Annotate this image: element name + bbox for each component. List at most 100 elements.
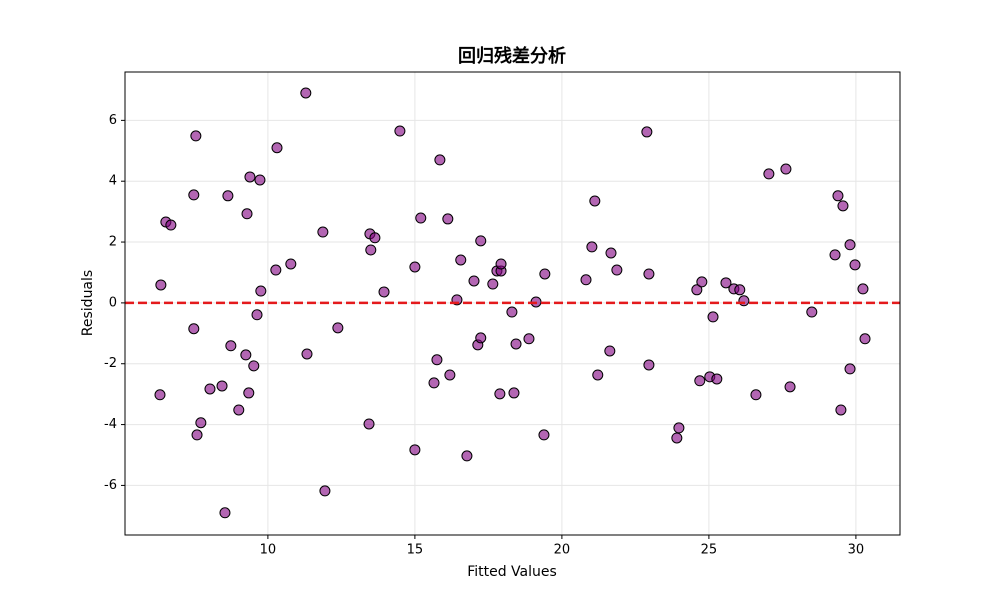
point [254,174,266,186]
point [506,306,518,318]
x-tick-label: 30 [848,543,865,558]
point [319,485,331,497]
point [455,254,467,266]
point [829,249,841,261]
y-tick-label: -6 [104,478,117,493]
point [673,422,685,434]
point [154,389,166,401]
y-tick-label: 4 [109,174,117,189]
point [539,268,551,280]
y-tick-label: 0 [109,295,117,310]
point [300,87,312,99]
y-axis-label: Residuals [80,270,96,336]
point [784,381,796,393]
point [611,264,623,276]
point [195,417,207,429]
point [711,373,723,385]
point [696,276,708,288]
point [301,348,313,360]
point [155,279,167,291]
point [188,323,200,335]
point [844,363,856,375]
point [219,507,231,519]
point [317,226,329,238]
point [720,277,732,289]
point [671,432,683,444]
point [538,429,550,441]
x-tick-label: 15 [407,543,424,558]
y-tick-label: 6 [109,113,117,128]
point [415,212,427,224]
point [271,142,283,154]
y-tick-label: 2 [109,235,117,250]
point [190,130,202,142]
point [495,258,507,270]
point [523,333,535,345]
point [233,404,245,416]
point [409,261,421,273]
point [222,190,234,202]
y-tick-label: -4 [104,417,117,432]
point [475,235,487,247]
chart-title: 回归残差分析 [458,45,566,67]
point [643,268,655,280]
point [165,219,177,231]
point [394,125,406,137]
point [255,285,267,297]
point [332,322,344,334]
point [434,154,446,166]
point [849,259,861,271]
point [780,163,792,175]
point [444,369,456,381]
point [750,389,762,401]
point [589,195,601,207]
point [363,418,375,430]
point [806,306,818,318]
point [204,383,216,395]
point [643,359,655,371]
x-tick-label: 20 [554,543,571,558]
point [244,171,256,183]
point [251,309,263,321]
point [734,284,746,296]
point [691,284,703,296]
point [844,239,856,251]
point [641,126,653,138]
point [248,360,260,372]
point [216,380,228,392]
point [409,444,421,456]
point [243,387,255,399]
point [508,387,520,399]
x-axis-label: Fitted Values [467,564,557,580]
point [859,333,871,345]
point [428,377,440,389]
point [857,283,869,295]
point [241,208,253,220]
point [369,232,381,244]
point [494,388,506,400]
point [270,264,282,276]
point [487,278,499,290]
point [191,429,203,441]
x-tick-label: 10 [260,543,277,558]
point [378,286,390,298]
point [475,332,487,344]
y-tick-label: -2 [104,356,117,371]
point [832,190,844,202]
point [240,349,252,361]
point [592,369,604,381]
point [604,345,616,357]
point [468,275,480,287]
point [285,258,297,270]
point [605,247,617,259]
point [707,311,719,323]
point [738,295,750,307]
point [837,200,849,212]
point [580,274,592,286]
point [763,168,775,180]
point [431,354,443,366]
point [461,450,473,462]
point [365,244,377,256]
point [835,404,847,416]
